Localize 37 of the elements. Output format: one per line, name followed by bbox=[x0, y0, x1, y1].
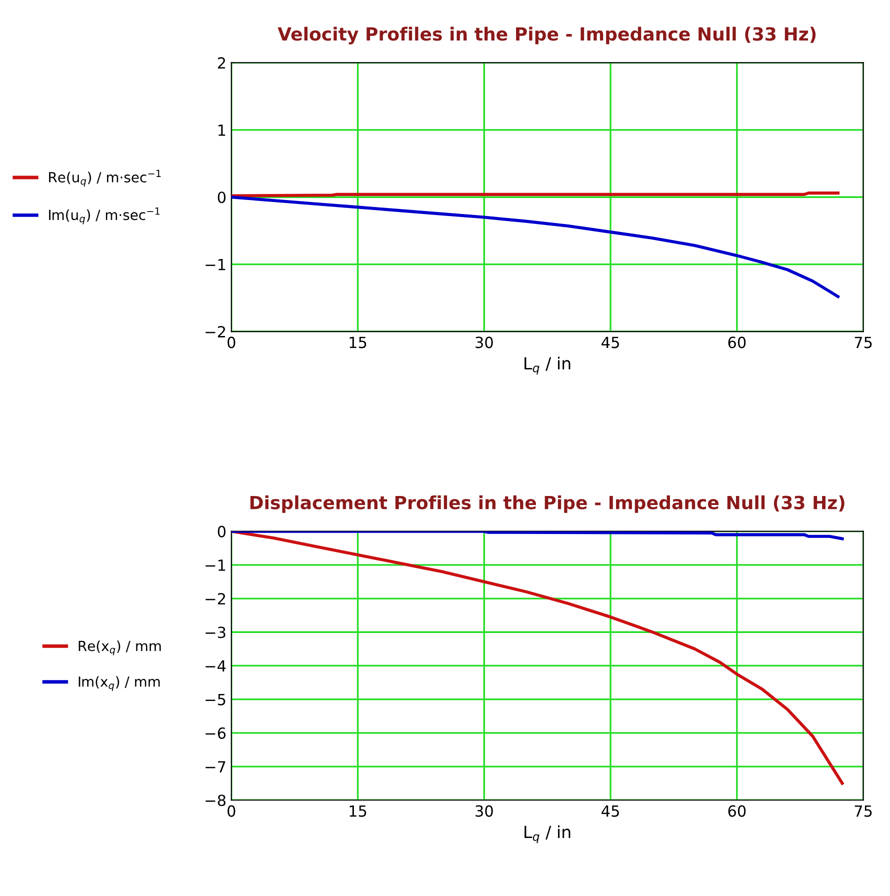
legend-label: Im(u$_{q}$) / m·sec$^{−1}$ bbox=[49, 208, 160, 224]
y-tick-label: 1 bbox=[218, 124, 226, 136]
chart-title: Displacement Profiles in the Pipe - Impedance Null (33 Hz) bbox=[250, 495, 844, 513]
legend-label: Re(u$_{q}$) / m·sec$^{−1}$ bbox=[49, 170, 161, 187]
y-tick-label: −1 bbox=[206, 258, 226, 270]
x-tick-label: 60 bbox=[728, 336, 746, 348]
x-tick-label: 45 bbox=[602, 805, 619, 817]
line-series bbox=[231, 531, 844, 785]
line-series bbox=[231, 196, 840, 298]
chart-title: Velocity Profiles in the Pipe - Impedance Null (33 Hz) bbox=[278, 26, 816, 44]
y-tick-label: −6 bbox=[206, 727, 226, 739]
y-tick-label: 2 bbox=[218, 57, 226, 69]
x-tick-label: 45 bbox=[602, 336, 619, 348]
x-tick-label: 30 bbox=[476, 336, 493, 348]
y-tick-label: −2 bbox=[206, 326, 226, 338]
x-tick-label: 15 bbox=[350, 805, 366, 817]
y-tick-label: −8 bbox=[206, 794, 226, 806]
y-tick-label: −5 bbox=[206, 694, 226, 706]
x-axis-title: L$_{q}$ / in bbox=[524, 356, 570, 375]
x-tick-label: 30 bbox=[476, 805, 493, 817]
y-tick-label: −7 bbox=[206, 761, 226, 772]
legend-label: Im(x$_{q}$) / mm bbox=[78, 676, 160, 691]
x-tick-label: 75 bbox=[854, 805, 872, 817]
line-series bbox=[231, 531, 844, 540]
y-tick-label: −1 bbox=[206, 560, 226, 571]
y-tick-label: 0 bbox=[218, 526, 226, 538]
legend-label: Re(x$_{q}$) / mm bbox=[78, 640, 161, 656]
y-tick-label: 0 bbox=[218, 192, 226, 204]
y-tick-label: −4 bbox=[206, 660, 226, 672]
x-tick-label: 15 bbox=[350, 336, 366, 348]
x-tick-label: 75 bbox=[854, 336, 872, 348]
x-tick-label: 60 bbox=[728, 805, 746, 817]
x-tick-label: 0 bbox=[228, 805, 236, 817]
y-tick-label: −3 bbox=[206, 626, 226, 638]
x-axis-title: L$_{q}$ / in bbox=[524, 825, 570, 844]
y-tick-label: −2 bbox=[206, 592, 226, 604]
x-tick-label: 0 bbox=[228, 336, 236, 348]
